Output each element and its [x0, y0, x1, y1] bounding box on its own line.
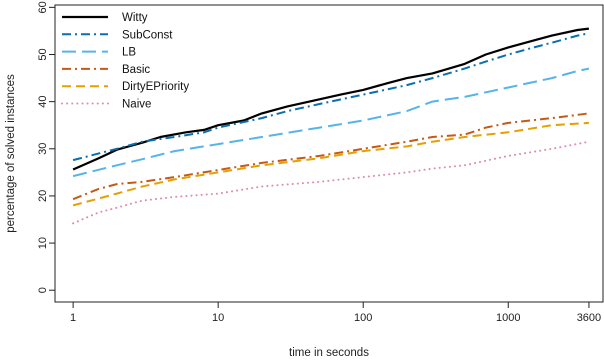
- legend-label-witty: Witty: [122, 12, 148, 24]
- y-tick-label: 60: [37, 1, 49, 13]
- legend-label-lb: LB: [122, 47, 136, 59]
- series-line-lb: [72, 67, 590, 178]
- series-line-witty: [72, 27, 590, 171]
- legend-label-naive: Naive: [122, 99, 151, 111]
- y-tick-label: 10: [37, 237, 49, 249]
- series-line-basic: [72, 112, 590, 201]
- legend-label-subconst: SubConst: [122, 29, 173, 41]
- x-tick-label: 1000: [496, 312, 520, 324]
- legend-label-basic: Basic: [122, 64, 150, 76]
- plot-frame: [54, 4, 604, 303]
- y-tick-label: 20: [37, 190, 49, 202]
- x-tick-label: 3600: [577, 312, 601, 324]
- y-axis-title: percentage of solved instances: [5, 74, 17, 233]
- series-line-naive: [72, 140, 590, 225]
- y-tick-label: 30: [37, 143, 49, 155]
- y-tick-label: 0: [37, 287, 49, 293]
- x-tick-label: 1: [70, 312, 76, 324]
- series-line-dirtyepriority: [72, 121, 589, 207]
- x-axis-title: time in seconds: [289, 347, 369, 359]
- x-tick-label: 10: [212, 312, 224, 324]
- y-tick-label: 40: [37, 96, 49, 108]
- y-tick-label: 50: [37, 48, 49, 60]
- x-tick-label: 100: [354, 312, 372, 324]
- legend-label-dirtyepriority: DirtyEPriority: [122, 81, 189, 93]
